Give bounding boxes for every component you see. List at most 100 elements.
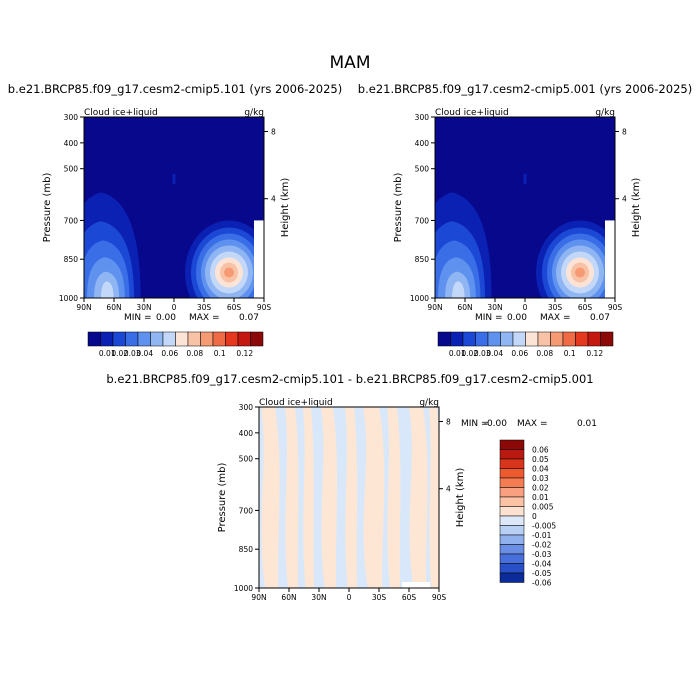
colorbar-label: 0 [532, 512, 537, 521]
x-tick-label: 90N [76, 303, 91, 312]
colorbar-cell [225, 331, 239, 347]
panel-difference: Cloud ice+liquid g/kg30040050070085010009… [217, 398, 597, 602]
colorbar-cell [499, 534, 525, 545]
colorbar-cell [450, 331, 464, 347]
colorbar-cell [137, 331, 151, 347]
max-label: MAX = [189, 313, 220, 323]
colorbar-cell [499, 439, 525, 450]
variable-label: Cloud ice+liquid [84, 108, 158, 118]
height-tick-label: 8 [622, 127, 627, 136]
min-label: MIN = [461, 419, 489, 429]
pressure-axis-label: Pressure (mb) [393, 173, 404, 243]
colorbar-label: 0.02 [532, 484, 549, 493]
panel-101: Cloud ice+liquid g/kg30040050070085010009… [42, 108, 291, 358]
y-tick-label: 500 [64, 165, 79, 174]
units-label: g/kg [419, 398, 439, 408]
colorbar-label: 0.06 [511, 349, 528, 358]
y-tick-label: 300 [415, 113, 430, 122]
sh-contour-level [224, 267, 234, 278]
x-tick-label: 30S [548, 303, 563, 312]
y-tick-label: 400 [415, 139, 430, 148]
units-label: g/kg [244, 108, 264, 118]
y-tick-label: 1000 [234, 584, 253, 593]
colorbar-cell [112, 331, 126, 347]
panel-001: Cloud ice+liquid g/kg30040050070085010009… [393, 108, 642, 358]
colorbar-cell [475, 331, 489, 347]
height-axis-label: Height (km) [631, 178, 642, 238]
min-label: MIN = [124, 313, 152, 323]
x-tick-label: 30N [136, 303, 151, 312]
min-value: 0.00 [156, 313, 176, 323]
nh-contour-level [452, 281, 465, 298]
y-tick-label: 850 [415, 255, 430, 264]
height-tick-label: 8 [446, 417, 451, 426]
colorbar-cell [200, 331, 214, 347]
contour-field [259, 407, 439, 588]
colorbar: 0.010.020.030.04 0.06 0.08 0.1 0.12 [87, 331, 264, 358]
colorbar-cell [100, 331, 114, 347]
y-tick-label: 1000 [410, 294, 429, 303]
max-value: 0.07 [590, 313, 610, 323]
y-tick-label: 300 [239, 403, 254, 412]
season-title: MAM [330, 53, 371, 73]
x-tick-label: 0 [523, 303, 528, 312]
colorbar-label: 0.06 [532, 446, 549, 455]
x-tick-label: 30S [372, 593, 387, 602]
colorbar-label: 0.03 [532, 474, 549, 483]
max-label: MAX = [517, 419, 548, 429]
colorbar-cell [499, 572, 525, 583]
y-tick-label: 700 [415, 216, 430, 225]
contour-field [84, 117, 264, 298]
colorbar-label: 0.03 [124, 349, 141, 358]
positive-region [363, 407, 385, 588]
colorbar-label: 0.02 [111, 349, 128, 358]
positive-region [303, 407, 314, 588]
colorbar-cell [487, 331, 501, 347]
colorbar-cell [525, 331, 539, 347]
x-tick-label: 30N [311, 593, 326, 602]
y-tick-label: 400 [64, 139, 79, 148]
colorbar-cell [499, 525, 525, 536]
x-tick-label: 90N [251, 593, 266, 602]
colorbar-cell [499, 477, 525, 488]
colorbar-label: 0.1 [564, 349, 576, 358]
min-value: 0.00 [507, 313, 527, 323]
x-tick-label: 0 [347, 593, 352, 602]
colorbar-label: -0.01 [532, 531, 552, 540]
colorbar-cell [562, 331, 576, 347]
colorbar-cell [512, 331, 526, 347]
equatorial-feature [523, 173, 527, 184]
variable-label: Cloud ice+liquid [259, 398, 333, 408]
y-tick-label: 400 [239, 429, 254, 438]
colorbar-label: 0.03 [474, 349, 491, 358]
x-tick-label: 60N [281, 593, 296, 602]
colorbar-cell [499, 506, 525, 517]
height-axis-label: Height (km) [280, 178, 291, 238]
min-value: -0.00 [484, 419, 508, 429]
colorbar-label: 0.01 [99, 349, 116, 358]
colorbar-cell [499, 544, 525, 555]
max-value: 0.01 [577, 419, 597, 429]
max-value: 0.07 [239, 313, 259, 323]
x-tick-label: 60N [457, 303, 472, 312]
colorbar-cell [587, 331, 601, 347]
colorbar-cell [162, 331, 176, 347]
no-data-mask [605, 220, 615, 298]
sh-contour-level [575, 267, 585, 278]
positive-region [345, 407, 358, 588]
colorbar-cell [87, 331, 101, 347]
no-data-mask [254, 220, 264, 298]
top-left-title: b.e21.BRCP85.f09_g17.cesm2-cmip5.101 (yr… [8, 82, 342, 96]
x-tick-label: 30S [197, 303, 212, 312]
colorbar-cell [237, 331, 251, 347]
colorbar-cell [499, 468, 525, 479]
x-tick-label: 60S [402, 593, 417, 602]
height-tick-label: 4 [271, 195, 276, 204]
colorbar-label: 0.04 [136, 349, 153, 358]
variable-label: Cloud ice+liquid [435, 108, 509, 118]
max-label: MAX = [540, 313, 571, 323]
colorbar-cell [499, 563, 525, 574]
colorbar-cell [150, 331, 164, 347]
y-tick-label: 700 [239, 506, 254, 515]
colorbar-label: 0.05 [532, 455, 549, 464]
